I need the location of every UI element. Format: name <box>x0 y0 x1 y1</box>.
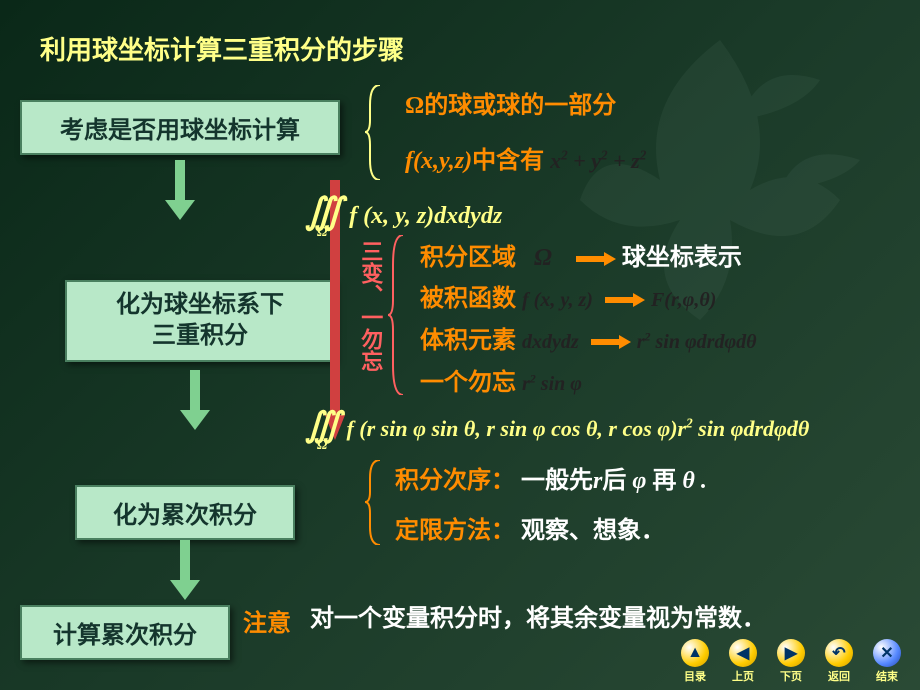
trans-line-2: 被积函数 f (x, y, z) F(r,φ,θ) <box>420 278 716 313</box>
step2-line1: 化为球坐标系下 <box>116 292 284 318</box>
brace-3 <box>365 460 385 545</box>
triple-integral-2: ∭ f (r sin φ sin θ, r sin φ cos θ, r cos… <box>305 405 809 445</box>
trans-line-4: 一个勿忘 r2 sin φ <box>420 362 582 397</box>
triangle-left-icon: ◀ <box>729 639 757 667</box>
nav-return[interactable]: ↶ 返回 <box>816 639 862 684</box>
triangle-right-icon: ▶ <box>777 639 805 667</box>
omega-sub-2: Ω <box>317 438 327 454</box>
nav-bar: ▲ 目录 ◀ 上页 ▶ 下页 ↶ 返回 ✕ 结束 <box>672 639 910 684</box>
nav-end[interactable]: ✕ 结束 <box>864 639 910 684</box>
nav-next[interactable]: ▶ 下页 <box>768 639 814 684</box>
undo-icon: ↶ <box>825 639 853 667</box>
arrow-right-icon <box>605 293 645 307</box>
trans-line-3: 体积元素 dxdydz r2 sin φdrdφdθ <box>420 320 757 355</box>
page-title: 利用球坐标计算三重积分的步骤 <box>40 30 404 67</box>
arrow-down-1 <box>165 160 195 220</box>
arrow-right-icon <box>591 335 631 349</box>
cond-line2: f(x,y,z)中含有 x2 + y2 + z2 <box>405 140 646 175</box>
step2-line2: 三重积分 <box>152 323 248 349</box>
step-box-4: 计算累次积分 <box>20 605 230 660</box>
arrow-down-2 <box>180 370 210 430</box>
order-line-1: 积分次序： 一般先r后 φ 再 θ . <box>395 460 707 495</box>
nav-toc[interactable]: ▲ 目录 <box>672 639 718 684</box>
arrow-right-icon <box>576 252 616 266</box>
arrow-down-3 <box>170 540 200 600</box>
step-box-1: 考虑是否用球坐标计算 <box>20 100 340 155</box>
order-line-2: 定限方法： 观察、想象． <box>395 510 665 545</box>
trans-line-1: 积分区域 Ω 球坐标表示 <box>420 237 742 272</box>
triangle-up-icon: ▲ <box>681 639 709 667</box>
triple-integral-1: ∭ f (x, y, z)dxdydz <box>305 190 502 232</box>
brace-1 <box>365 85 385 180</box>
step-box-3: 化为累次积分 <box>75 485 295 540</box>
note-text: 对一个变量积分时，将其余变量视为常数． <box>310 603 870 637</box>
close-icon: ✕ <box>873 639 901 667</box>
nav-prev[interactable]: ◀ 上页 <box>720 639 766 684</box>
omega-sub-1: Ω <box>317 225 327 241</box>
step-box-2: 化为球坐标系下 三重积分 <box>65 280 335 362</box>
cond-line1: Ω的球或球的一部分 <box>405 85 616 120</box>
note-label: 注意 <box>243 603 291 638</box>
vertical-label: 三变、一勿忘 <box>358 240 382 372</box>
brace-2 <box>388 235 408 395</box>
